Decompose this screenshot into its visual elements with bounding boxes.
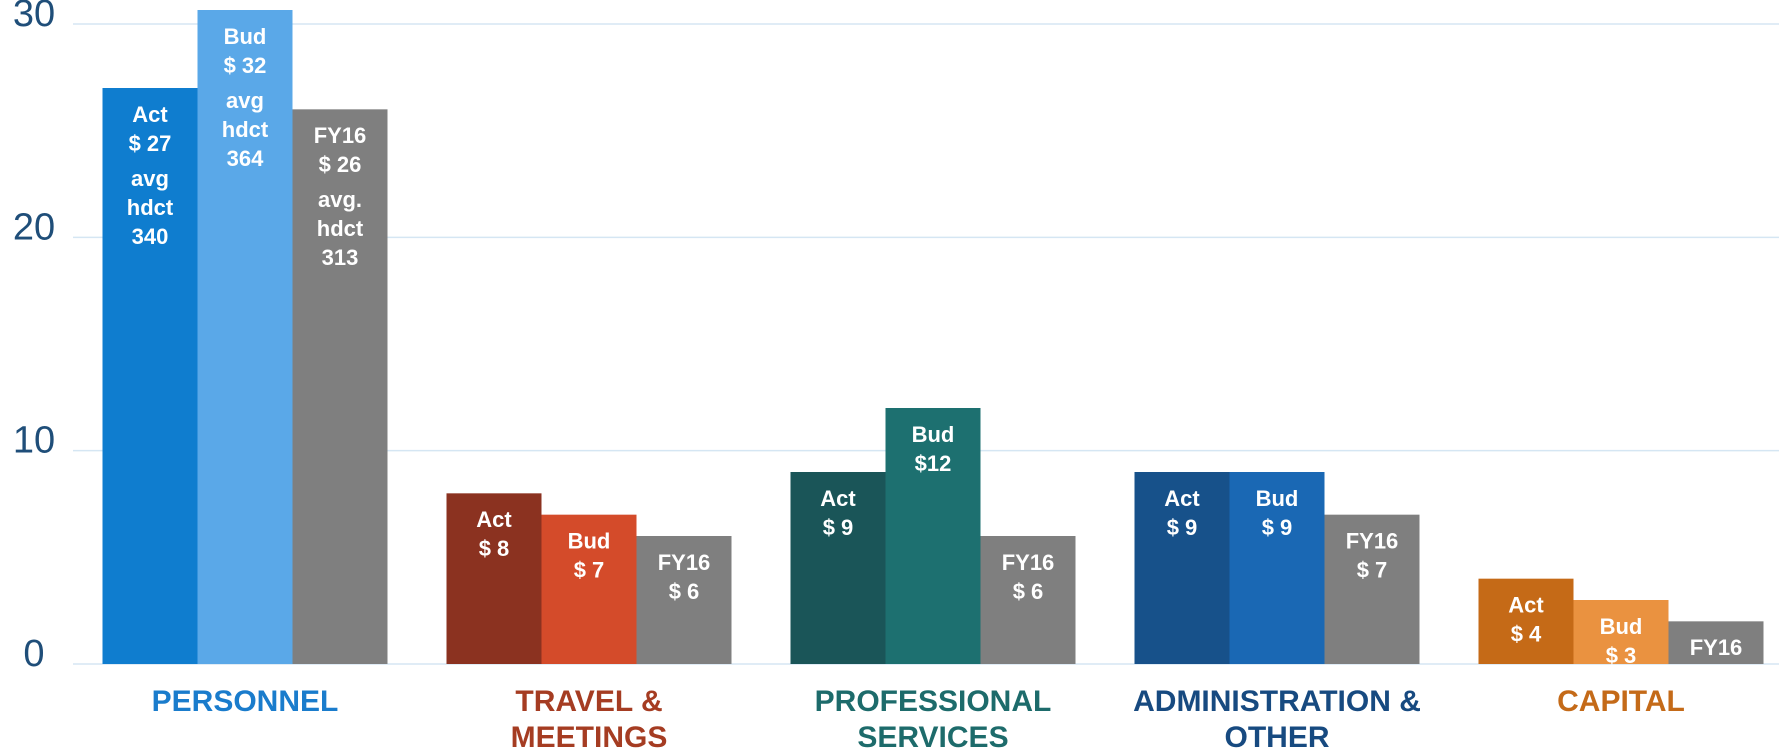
- bars: [102, 10, 1764, 665]
- bar-series-label: FY16: [1690, 635, 1743, 660]
- x-tick-label: PERSONNEL: [152, 685, 339, 718]
- bar-note: avg: [226, 88, 264, 113]
- bar-value-label: $ 8: [479, 536, 510, 561]
- y-tick-label: 10: [13, 420, 55, 462]
- x-tick-label-line: SERVICES: [857, 721, 1008, 754]
- bar: [1134, 472, 1230, 664]
- bar: [885, 408, 981, 664]
- bar-series-label: Act: [476, 507, 512, 532]
- x-tick-label-line: ADMINISTRATION &: [1133, 685, 1421, 718]
- bar-value-label: $ 9: [1167, 515, 1198, 540]
- bar-value-label: $ 26: [319, 152, 362, 177]
- bar-series-label: Bud: [912, 422, 955, 447]
- x-tick-label-line: PERSONNEL: [152, 685, 339, 718]
- bar: [102, 88, 198, 664]
- bar-value-label: $ 7: [574, 557, 605, 582]
- bar: [790, 472, 886, 664]
- bar-series-label: FY16: [658, 550, 711, 575]
- bar-series-label: Act: [132, 102, 168, 127]
- bar-value-label: $ 32: [224, 53, 267, 78]
- bar-series-label: Bud: [1600, 614, 1643, 639]
- bar-value-label: $ 9: [823, 515, 854, 540]
- bar-note: hdct: [222, 117, 269, 142]
- x-tick-label-line: TRAVEL &: [515, 685, 662, 718]
- bar-note: 340: [132, 224, 169, 249]
- bar-value-label: $ 6: [1013, 579, 1044, 604]
- bar: [636, 536, 732, 664]
- bar: [1324, 514, 1420, 664]
- bar-note: hdct: [127, 195, 174, 220]
- bar-series-label: Act: [820, 486, 856, 511]
- bar-value-label: $ 7: [1357, 557, 1388, 582]
- bar-series-label: FY16: [1346, 528, 1399, 553]
- bar-series-label: Bud: [224, 24, 267, 49]
- bar: [1573, 600, 1669, 664]
- bar-value-label: $ 27: [129, 131, 172, 156]
- x-tick-label-line: PROFESSIONAL: [815, 685, 1052, 718]
- x-tick-label: CAPITAL: [1557, 685, 1685, 718]
- bar-series-label: FY16: [314, 123, 367, 148]
- x-tick-label: TRAVEL & MEETINGS: [511, 685, 668, 754]
- bar-value-label: $12: [915, 451, 952, 476]
- y-tick-label: 20: [13, 206, 55, 248]
- bar-series-label: FY16: [1002, 550, 1055, 575]
- bar-note: hdct: [317, 216, 364, 241]
- bar-value-label: $ 3: [1606, 643, 1637, 668]
- y-tick-label: 0: [23, 633, 44, 675]
- bar-note: 364: [227, 146, 264, 171]
- bar-series-label: Act: [1164, 486, 1200, 511]
- bar: [1668, 621, 1764, 664]
- bar: [1478, 578, 1574, 664]
- bar-value-label: $ 4: [1511, 621, 1542, 646]
- bar-value-label: $ 9: [1262, 515, 1293, 540]
- x-tick-label-line: CAPITAL: [1557, 685, 1685, 718]
- x-tick-label-line: MEETINGS: [511, 721, 668, 754]
- bar: [541, 514, 637, 664]
- x-tick-label-line: OTHER: [1225, 721, 1330, 754]
- x-tick-label: PROFESSIONAL SERVICES: [815, 685, 1052, 754]
- bar: [1229, 472, 1325, 664]
- y-tick-label: 30: [13, 0, 55, 35]
- bar-value-label: $ 6: [669, 579, 700, 604]
- bar-series-label: Act: [1508, 592, 1544, 617]
- x-tick-label: ADMINISTRATION & OTHER: [1133, 685, 1421, 754]
- bar: [197, 10, 293, 665]
- bar: [446, 493, 542, 664]
- bar: [980, 536, 1076, 664]
- bar-value-label: $ 2: [1701, 664, 1732, 689]
- bar-series-label: Bud: [1256, 486, 1299, 511]
- bar-series-label: Bud: [568, 528, 611, 553]
- bar-note: avg: [131, 166, 169, 191]
- bar-note: 313: [322, 245, 359, 270]
- bar: [292, 109, 388, 665]
- bar-note: avg.: [318, 187, 362, 212]
- labels: PERSONNEL Act $ 27 avg hdct 340 Bud $ 32 avg hdct…: [127, 24, 1743, 754]
